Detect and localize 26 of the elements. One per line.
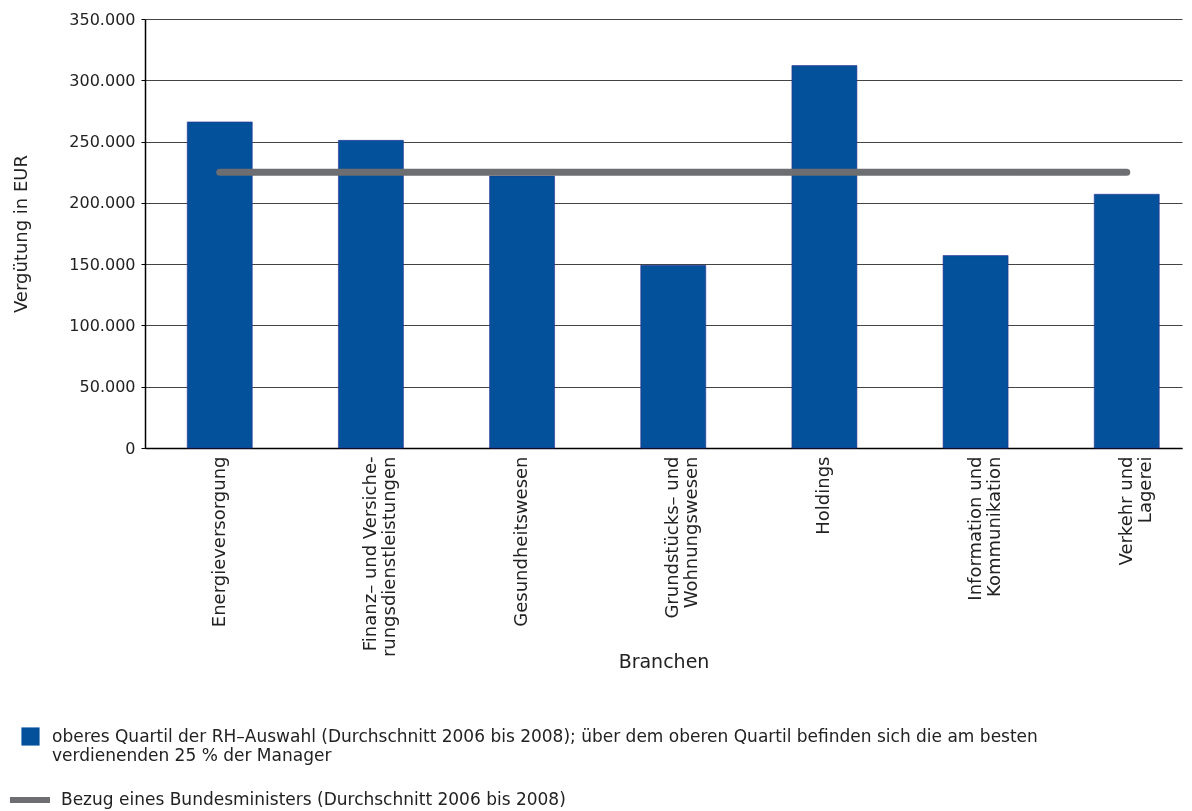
y-tick-label: 250.000	[69, 132, 136, 152]
x-tick-label: Grundstücks– und Wohnungswesen	[661, 456, 702, 619]
y-tick-label: 100.000	[69, 315, 136, 335]
x-tick-label: Energieversorgung	[207, 456, 229, 628]
y-tick-label: 200.000	[69, 193, 136, 213]
bar	[791, 65, 858, 449]
y-tick-label: 50.000	[79, 377, 136, 397]
y-tick-label: 0	[125, 438, 136, 458]
y-axis-title: Vergütung in EUR	[10, 154, 32, 314]
bar	[942, 255, 1009, 449]
bar	[640, 265, 707, 449]
x-tick-label: Finanz– und Versiche- rungsdienstleistungen	[358, 456, 399, 658]
x-tick-label: Information und Kommunikation	[963, 456, 1004, 601]
bar	[489, 175, 555, 449]
x-tick-label: Verkehr und Lagerei	[1114, 456, 1155, 566]
bar	[338, 140, 404, 449]
x-tick-label: Holdings	[812, 456, 834, 535]
legend-label: Bezug eines Bundesministers (Durchschnitt 2006 bis 2008)	[61, 789, 566, 809]
y-tick-label: 300.000	[69, 70, 136, 90]
x-tick-label: Gesundheitswesen	[510, 456, 532, 627]
bar	[1093, 193, 1160, 449]
y-tick-label: 150.000	[69, 254, 136, 274]
y-tick-label: 350.000	[69, 9, 136, 29]
x-axis-title: Branchen	[618, 649, 710, 672]
bar	[186, 121, 253, 449]
legend-label: oberes Quartil der RH–Auswahl (Durchschnitt 2006 bis 2008); über dem oberen Quartil befinden sich die am besten verdienenden 25 % der Manager	[52, 725, 1038, 765]
